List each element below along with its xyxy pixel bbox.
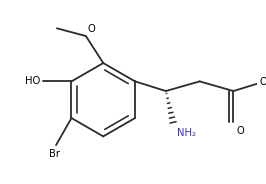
Text: O: O: [236, 126, 244, 136]
Text: Br: Br: [49, 149, 60, 159]
Text: NH₂: NH₂: [177, 128, 197, 138]
Text: O: O: [259, 77, 266, 87]
Text: HO: HO: [25, 76, 41, 86]
Text: O: O: [88, 24, 95, 34]
